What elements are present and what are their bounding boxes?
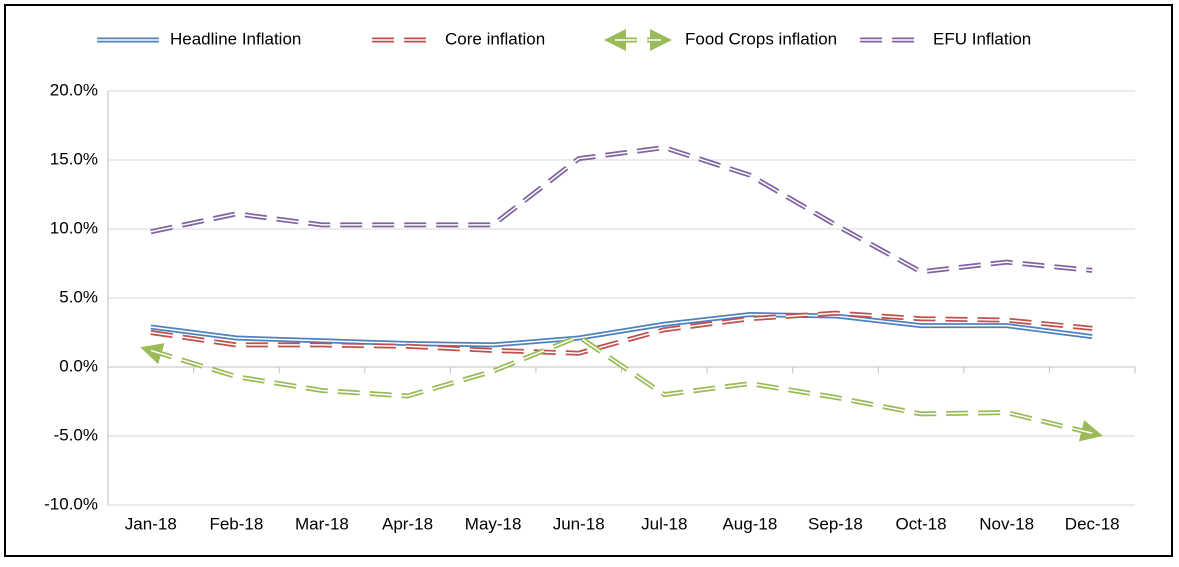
x-tick-label: Dec-18 <box>1065 514 1120 533</box>
y-tick-label: -5.0% <box>54 425 98 444</box>
y-tick-label: 20.0% <box>50 80 98 99</box>
y-tick-label: 10.0% <box>50 218 98 237</box>
x-tick-label: Sep-18 <box>808 514 863 533</box>
x-tick-label: May-18 <box>465 514 522 533</box>
x-tick-label: Nov-18 <box>979 514 1034 533</box>
x-tick-label: Jul-18 <box>641 514 687 533</box>
x-tick-label: Jun-18 <box>553 514 605 533</box>
series-line-inner <box>150 146 1093 273</box>
y-tick-label: 5.0% <box>59 287 98 306</box>
series-line-inner <box>150 335 1093 434</box>
x-tick-label: Jan-18 <box>125 514 177 533</box>
y-tick-label: 0.0% <box>59 356 98 375</box>
series-line-inner <box>150 313 1093 346</box>
x-tick-label: Oct-18 <box>896 514 947 533</box>
legend-label: Core inflation <box>445 29 545 48</box>
legend-label: Food Crops inflation <box>685 29 837 48</box>
x-tick-label: Aug-18 <box>722 514 777 533</box>
legend-label: EFU Inflation <box>933 29 1031 48</box>
x-tick-label: Apr-18 <box>382 514 433 533</box>
chart-border <box>4 4 1173 557</box>
series-line-inner <box>150 312 1093 354</box>
y-tick-label: 15.0% <box>50 149 98 168</box>
x-tick-label: Feb-18 <box>209 514 263 533</box>
legend-label: Headline Inflation <box>170 29 301 48</box>
y-tick-label: -10.0% <box>44 494 98 513</box>
x-tick-label: Mar-18 <box>295 514 349 533</box>
